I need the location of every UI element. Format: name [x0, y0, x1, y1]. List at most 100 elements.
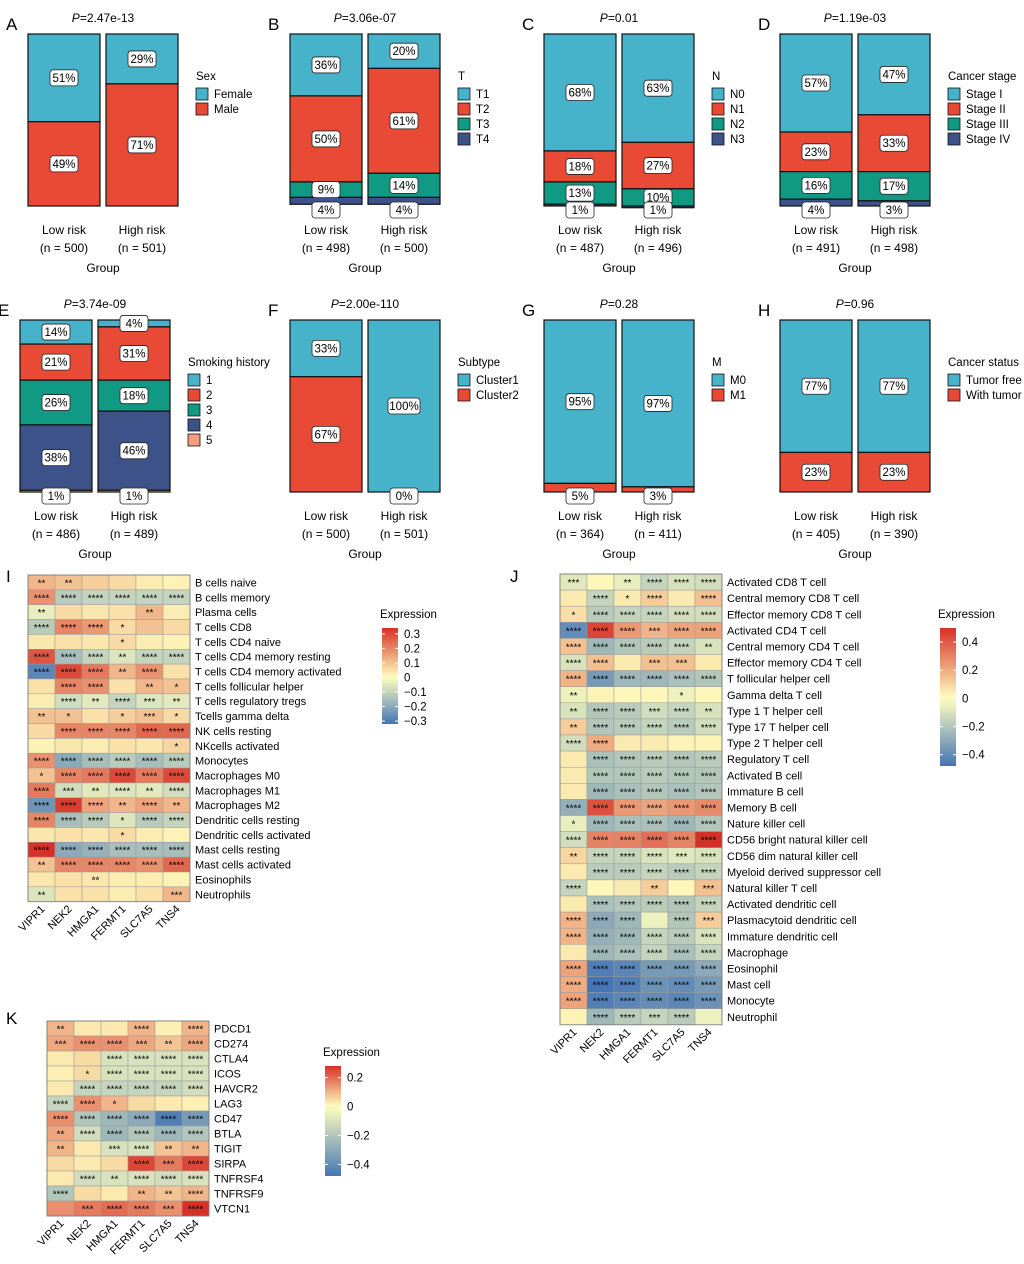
significance-stars: **** — [134, 1115, 150, 1126]
heatmap-row-label: LAG3 — [214, 1099, 242, 1111]
heatmap-row-label: Myeloid derived suppressor cell — [727, 867, 881, 879]
legend-swatch — [187, 373, 201, 387]
significance-stars: **** — [566, 739, 582, 750]
heatmap-cell-J — [640, 734, 669, 752]
significance-stars: **** — [188, 1040, 204, 1051]
heatmap-cell-I — [27, 634, 56, 650]
legend-swatch — [195, 102, 209, 116]
significance-stars: ** — [570, 723, 578, 734]
heatmap-cell-J — [694, 686, 723, 704]
significance-stars: * — [86, 1070, 90, 1081]
heatmap-row-label: Natural killer T cell — [727, 883, 817, 895]
significance-stars: * — [121, 712, 125, 723]
significance-stars: **** — [701, 964, 717, 975]
significance-stars: **** — [647, 964, 663, 975]
significance-stars: **** — [674, 771, 690, 782]
significance-stars: **** — [107, 1055, 123, 1066]
x-axis-title: Group — [838, 261, 872, 275]
data-label-box — [41, 449, 71, 467]
significance-stars: *** — [649, 1013, 661, 1024]
significance-stars: **** — [566, 932, 582, 943]
legend-entry: T4 — [476, 134, 490, 146]
significance-stars: **** — [107, 1205, 123, 1216]
significance-stars: **** — [647, 787, 663, 798]
significance-stars: **** — [188, 1085, 204, 1096]
significance-stars: **** — [107, 1040, 123, 1051]
category-label: High risk — [871, 223, 919, 237]
data-label-E-1-1: 31% — [119, 345, 149, 362]
significance-stars: **** — [620, 932, 636, 943]
significance-stars: **** — [53, 1190, 69, 1201]
significance-stars: ** — [57, 1130, 65, 1141]
sample-size-label: (n = 489) — [110, 527, 158, 541]
legend-entry: T2 — [476, 104, 489, 116]
heatmap-border — [559, 573, 723, 1026]
legend-entry: T3 — [476, 119, 489, 131]
color-scale-label: 0.3 — [404, 629, 420, 641]
significance-stars: *** — [82, 1205, 94, 1216]
legend-swatch — [457, 132, 471, 146]
significance-stars: **** — [134, 1175, 150, 1186]
bar-panel-G: G P=0.28 95% 5% Low risk (n = 364) 97% 3% High r… — [522, 297, 746, 561]
p-value-title: P=3.74e-09 — [64, 297, 127, 311]
significance-stars: **** — [674, 836, 690, 847]
significance-stars: **** — [674, 916, 690, 927]
data-label-E-0-4: 1% — [41, 487, 71, 505]
legend-entry: Stage IV — [966, 134, 1010, 146]
p-value-number: =2.00e-110 — [339, 297, 399, 311]
panel-letter: C — [522, 15, 534, 34]
data-label-D-0-3: 4% — [801, 201, 831, 219]
data-label-box — [879, 66, 909, 83]
significance-stars: *** — [171, 890, 183, 901]
heatmap-cell-J — [559, 944, 588, 961]
significance-stars: **** — [620, 916, 636, 927]
heatmap-row-label: Neutrophil — [727, 1012, 777, 1024]
legend-swatch — [947, 373, 961, 387]
data-label-box — [643, 157, 673, 174]
p-value-number: =2.47e-13 — [80, 11, 135, 25]
data-label-text: 26% — [44, 398, 67, 410]
heatmap-cell-I — [81, 708, 110, 724]
data-label-text: 33% — [882, 138, 905, 150]
data-label-box — [565, 158, 595, 175]
significance-stars: **** — [142, 668, 158, 679]
data-label-box — [389, 176, 419, 194]
legend-entry: N2 — [730, 119, 745, 131]
data-label-E-1-0: 4% — [119, 315, 149, 332]
data-label-box — [879, 134, 909, 152]
legend-entry: N1 — [730, 104, 745, 116]
significance-stars: ** — [119, 653, 127, 664]
data-label-E-0-2: 26% — [41, 394, 71, 411]
p-value-letter: P — [824, 11, 832, 25]
significance-stars: **** — [142, 846, 158, 857]
data-label-text: 1% — [126, 491, 143, 503]
significance-stars: **** — [620, 771, 636, 782]
significance-stars: **** — [620, 868, 636, 879]
heatmap-cell-J — [694, 654, 723, 671]
significance-stars: ** — [624, 578, 632, 589]
significance-stars: **** — [134, 1130, 150, 1141]
legend-swatch — [711, 87, 725, 101]
data-label-box — [41, 353, 71, 371]
heatmap-row-label: TIGIT — [214, 1144, 242, 1156]
data-label-text: 51% — [52, 73, 75, 85]
heatmap-cell-I — [81, 604, 110, 620]
legend-swatch — [947, 117, 961, 131]
significance-stars: **** — [701, 820, 717, 831]
data-label-C-0-1: 18% — [565, 158, 595, 175]
significance-stars: **** — [34, 757, 50, 768]
data-label-B-1-2: 14% — [389, 176, 419, 194]
heatmap-cell-I — [108, 871, 137, 888]
data-label-box — [389, 487, 419, 505]
data-label-text: 27% — [646, 161, 669, 173]
significance-stars: **** — [593, 852, 609, 863]
category-label: Low risk — [42, 223, 87, 237]
heatmap-cell-J — [586, 686, 615, 704]
data-label-box — [119, 387, 149, 405]
significance-stars: **** — [593, 981, 609, 992]
sample-size-label: (n = 500) — [380, 241, 428, 255]
significance-stars: **** — [115, 593, 131, 604]
legend-entry: Stage II — [966, 104, 1006, 116]
significance-stars: **** — [701, 997, 717, 1008]
data-label-box — [879, 177, 909, 195]
